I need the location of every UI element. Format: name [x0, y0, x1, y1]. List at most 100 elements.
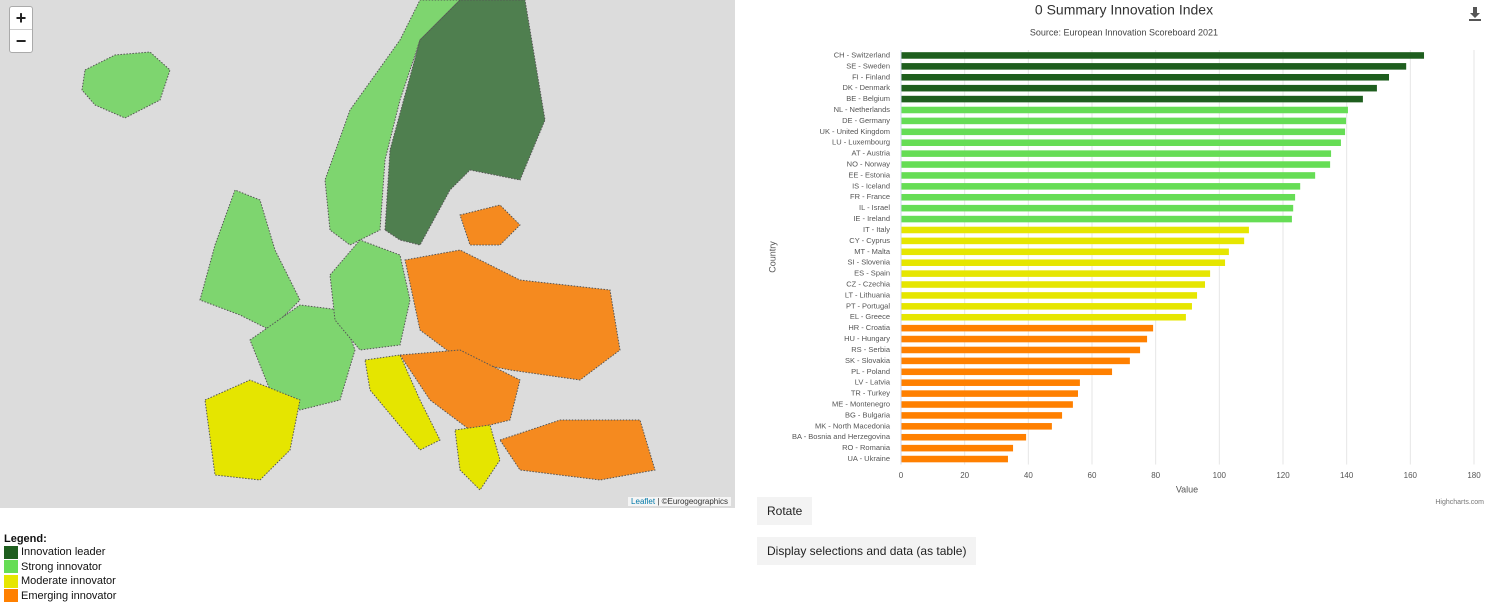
bar — [901, 237, 1245, 245]
bar — [901, 281, 1206, 288]
y-tick-label: SI - Slovenia — [847, 258, 890, 267]
germany[interactable] — [329, 239, 411, 351]
x-tick-label: 20 — [960, 471, 969, 480]
y-tick-label: EE - Estonia — [848, 170, 891, 179]
greece[interactable] — [454, 424, 501, 491]
legend-item: Emerging innovator — [4, 589, 116, 604]
bar — [901, 117, 1347, 125]
y-tick-label: LT - Lithuania — [845, 290, 891, 299]
bar — [901, 150, 1332, 157]
bar — [901, 401, 1073, 408]
bar — [901, 73, 1390, 81]
zoom-out[interactable]: − — [10, 29, 32, 52]
legend-item: Innovation leader — [4, 545, 116, 560]
bar — [901, 139, 1341, 146]
legend-label: Emerging innovator — [21, 589, 117, 602]
x-tick-label: 80 — [1151, 471, 1160, 480]
sweden-finland[interactable] — [384, 0, 546, 246]
y-tick-label: BG - Bulgaria — [845, 410, 891, 419]
y-tick-label: NO - Norway — [847, 160, 891, 169]
bar — [901, 215, 1292, 223]
legend-label: Strong innovator — [21, 560, 102, 573]
bar — [901, 226, 1249, 234]
bar — [901, 379, 1080, 386]
bar — [901, 270, 1211, 277]
legend-swatch — [4, 589, 18, 603]
bar — [901, 423, 1052, 430]
bar — [901, 313, 1186, 321]
bar — [901, 95, 1363, 103]
y-tick-label: HR - Croatia — [848, 323, 891, 332]
chart-subtitle: Source: European Innovation Scoreboard 2… — [1030, 27, 1218, 37]
y-tick-label: PT - Portugal — [846, 301, 890, 310]
x-tick-label: 120 — [1276, 471, 1290, 480]
y-tick-label: LU - Luxembourg — [832, 138, 890, 147]
bar — [901, 412, 1063, 419]
y-tick-label: IT - Italy — [863, 225, 890, 234]
italy[interactable] — [364, 354, 441, 451]
bar — [901, 324, 1154, 332]
y-tick-label: ES - Spain — [854, 269, 890, 278]
x-tick-label: 60 — [1088, 471, 1097, 480]
bar — [901, 128, 1346, 136]
x-tick-label: 140 — [1340, 471, 1354, 480]
legend-label: Moderate innovator — [21, 575, 116, 588]
y-tick-label: NL - Netherlands — [834, 105, 891, 114]
x-axis-title: Country — [767, 241, 777, 273]
table-button[interactable]: Display selections and data (as table) — [757, 537, 977, 565]
legend-item: Moderate innovator — [4, 574, 116, 589]
y-tick-label: ME - Montenegro — [832, 399, 890, 408]
legend: Legend: Innovation leader Strong innovato… — [4, 533, 116, 603]
y-tick-label: UK - United Kingdom — [820, 127, 890, 136]
bar — [901, 357, 1130, 365]
y-tick-label: UA - Ukraine — [847, 454, 890, 463]
bar — [901, 292, 1198, 299]
y-tick-label: CZ - Czechia — [846, 280, 891, 289]
uk-ireland[interactable] — [199, 189, 301, 331]
zoom-in[interactable]: + — [15, 8, 27, 28]
download-icon[interactable] — [1469, 7, 1481, 21]
rotate-button[interactable]: Rotate — [757, 497, 813, 525]
chart-title: 0 Summary Innovation Index — [1035, 2, 1213, 18]
y-tick-label: CY - Cyprus — [849, 236, 890, 245]
y-tick-label: SK - Slovakia — [845, 356, 891, 365]
y-tick-label: FR - France — [850, 192, 890, 201]
balkans[interactable] — [399, 349, 521, 431]
y-tick-label: FI - Finland — [852, 72, 890, 81]
credits[interactable]: Highcharts.com — [1435, 499, 1484, 506]
bar — [901, 204, 1294, 212]
y-tick-label: MK - North Macedonia — [815, 421, 891, 430]
baltics[interactable] — [459, 204, 521, 246]
norway[interactable] — [324, 0, 461, 246]
y-tick-label: RO - Romania — [842, 443, 891, 452]
map[interactable]: + − Leaflet | ©Eurogeographics — [0, 0, 735, 508]
y-axis-title: Value — [1176, 484, 1198, 494]
y-tick-label: DK - Denmark — [842, 83, 890, 92]
poland-east[interactable] — [404, 249, 621, 381]
bar — [901, 63, 1407, 70]
turkey[interactable] — [499, 419, 656, 481]
x-tick-label: 100 — [1213, 471, 1227, 480]
y-tick-label: DE - Germany — [842, 116, 890, 125]
zoom-control: + − — [9, 6, 33, 53]
legend-swatch — [4, 560, 18, 574]
bar — [901, 390, 1078, 397]
bar — [901, 172, 1316, 179]
leaflet-link[interactable]: Leaflet — [631, 497, 656, 506]
attribution: Leaflet | ©Eurogeographics — [628, 497, 731, 506]
bar — [901, 444, 1014, 452]
x-tick-label: 180 — [1467, 471, 1481, 480]
bar — [901, 84, 1377, 92]
y-tick-label: HU - Hungary — [844, 334, 890, 343]
bar — [901, 368, 1113, 376]
x-tick-label: 0 — [899, 471, 904, 480]
bar — [901, 183, 1301, 190]
legend-swatch — [4, 545, 18, 559]
bar — [901, 455, 1008, 463]
x-tick-label: 40 — [1024, 471, 1033, 480]
y-tick-label: CH - Switzerland — [834, 50, 890, 59]
iceland[interactable] — [81, 51, 171, 119]
y-tick-label: BE - Belgium — [846, 94, 890, 103]
iberia[interactable] — [204, 379, 301, 481]
y-tick-label: PL - Poland — [851, 367, 890, 376]
